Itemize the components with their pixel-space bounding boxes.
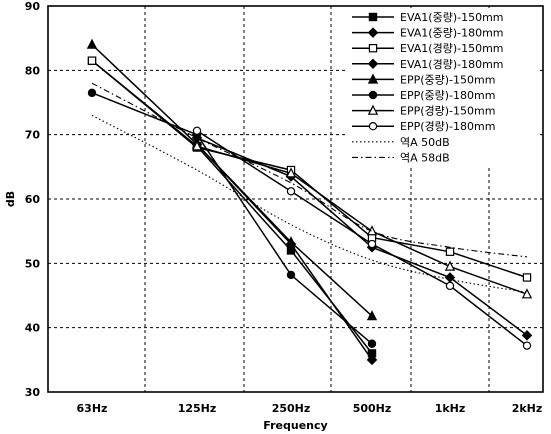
- y-tick-label: 30: [25, 386, 41, 399]
- y-tick-label: 70: [25, 129, 41, 142]
- data-point-marker: [193, 127, 200, 134]
- y-tick-label: 50: [25, 257, 41, 270]
- data-point-marker: [369, 13, 376, 20]
- x-axis-tick-labels: 63Hz 125Hz 250Hz 500Hz 1kHz 2kHz: [77, 402, 543, 415]
- x-tick-label: 2kHz: [512, 402, 543, 415]
- x-tick-label: 63Hz: [77, 402, 108, 415]
- legend-label: EPP(경량)-180mm: [400, 120, 495, 133]
- data-point-marker: [287, 188, 294, 195]
- data-point-marker: [446, 248, 453, 255]
- series-line: [92, 61, 372, 354]
- y-axis-tick-labels: 30 40 50 60 70 80 90: [25, 0, 41, 399]
- x-axis-title: Frequency: [263, 419, 327, 432]
- y-tick-label: 90: [25, 0, 41, 13]
- data-point-marker: [368, 227, 376, 235]
- y-tick-label: 80: [25, 64, 41, 77]
- data-point-marker: [369, 91, 376, 98]
- legend-label: 역A 50dB: [400, 136, 450, 149]
- data-point-marker: [368, 340, 375, 347]
- legend-label: EVA1(경량)-180mm: [400, 58, 504, 71]
- data-point-marker: [287, 271, 294, 278]
- series-EPP(중량)-150mm: [88, 40, 376, 320]
- legend-label: EPP(중량)-180mm: [400, 89, 495, 102]
- data-point-marker: [446, 282, 453, 289]
- series-line: [92, 93, 372, 344]
- series-line: [197, 146, 527, 294]
- data-point-marker: [369, 45, 376, 52]
- legend: EVA1(중량)-150mm EVA1(중량)-180mm EVA1(경량)-150…: [348, 8, 538, 168]
- data-point-marker: [523, 342, 530, 349]
- y-tick-label: 60: [25, 193, 41, 206]
- series-EVA1(중량)-150mm: [88, 57, 375, 357]
- legend-label: EPP(경량)-150mm: [400, 105, 495, 118]
- y-axis-title: dB: [4, 191, 17, 207]
- legend-label: 역A 58dB: [400, 151, 450, 164]
- data-point-marker: [88, 89, 95, 96]
- data-point-marker: [88, 57, 95, 64]
- legend-label: EVA1(중량)-180mm: [400, 27, 504, 40]
- data-point-marker: [88, 40, 96, 48]
- legend-label: EPP(중량)-150mm: [400, 73, 495, 86]
- y-tick-label: 40: [25, 322, 41, 335]
- legend-label: EVA1(경량)-150mm: [400, 42, 504, 55]
- x-tick-label: 1kHz: [435, 402, 466, 415]
- x-tick-label: 250Hz: [272, 402, 311, 415]
- x-tick-label: 125Hz: [178, 402, 217, 415]
- x-tick-label: 500Hz: [353, 402, 392, 415]
- legend-label: EVA1(중량)-150mm: [400, 11, 504, 24]
- series-line: [92, 45, 372, 317]
- data-point-marker: [369, 123, 376, 130]
- data-point-marker: [523, 274, 530, 281]
- data-point-marker: [368, 240, 375, 247]
